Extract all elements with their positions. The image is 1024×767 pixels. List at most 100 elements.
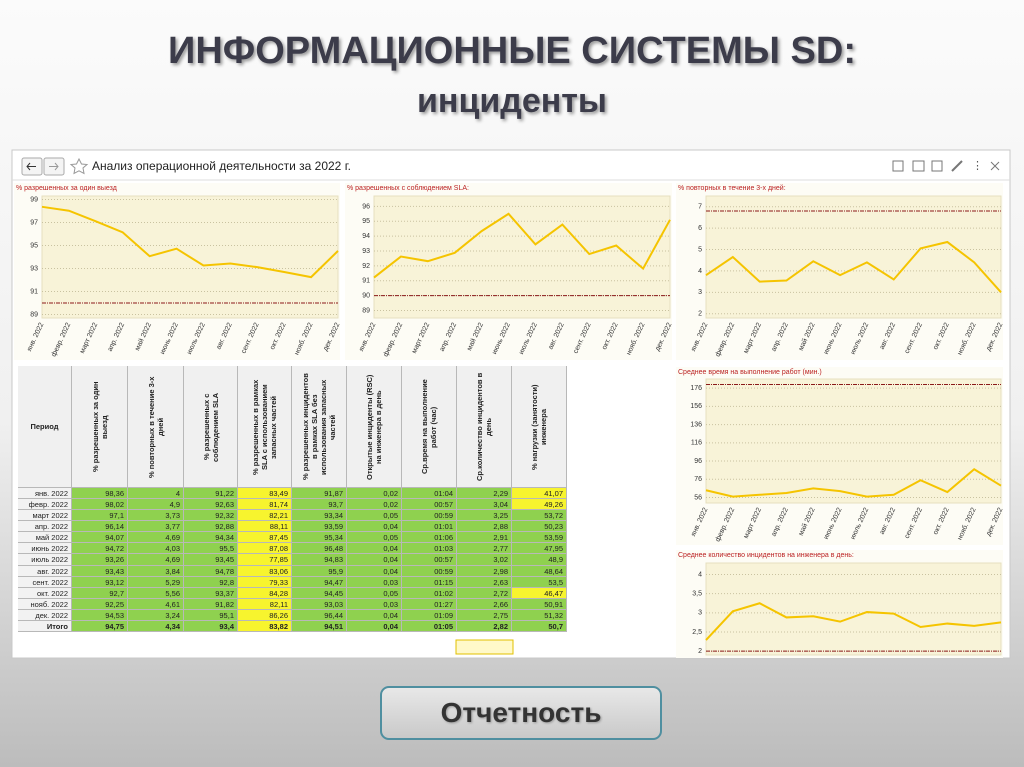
value-cell: 00:57 (402, 499, 457, 511)
y-tick-label: 91 (362, 278, 370, 285)
y-tick-label: 92 (362, 263, 370, 270)
y-tick-label: 95 (30, 242, 38, 249)
period-cell: Итого (18, 620, 72, 632)
value-cell: 79,33 (238, 576, 292, 588)
value-cell: 2,66 (457, 598, 512, 610)
back-icon (26, 162, 36, 171)
value-cell: 96,14 (72, 521, 128, 533)
header-text: % разрешенных в рамках SLA с использован… (251, 378, 278, 475)
slide-subtitle: инциденты (417, 82, 607, 120)
value-cell: 96,44 (292, 609, 347, 621)
value-cell: 2,77 (457, 543, 512, 555)
value-cell: 0,04 (347, 565, 402, 577)
value-cell: 94,47 (292, 576, 347, 588)
value-cell: 2,29 (457, 488, 512, 500)
forward-icon (49, 162, 59, 171)
value-cell: 5,56 (128, 587, 184, 599)
period-cell: янв. 2022 (18, 488, 72, 500)
value-cell: 81,74 (238, 499, 292, 511)
y-tick-label: 56 (694, 494, 702, 501)
plot-area (705, 378, 1002, 504)
y-tick-label: 116 (691, 440, 702, 447)
value-cell: 3,73 (128, 510, 184, 522)
value-cell: 4,69 (128, 532, 184, 544)
y-tick-label: 4 (698, 268, 702, 275)
value-cell: 01:03 (402, 543, 457, 555)
data-line (705, 468, 1002, 498)
value-cell: 77,85 (238, 554, 292, 566)
value-cell: 53,59 (512, 532, 567, 544)
value-cell: 3,24 (128, 609, 184, 621)
preview-icon[interactable] (931, 160, 943, 172)
chart-title: % повторных в течение 3-х дней: (678, 184, 786, 192)
column-header: % нагрузки (занятости) инженера (512, 366, 567, 488)
value-cell: 93,26 (72, 554, 128, 566)
value-cell: 83,06 (238, 565, 292, 577)
column-header: % разрешенных с соблюдением SLA (184, 366, 238, 488)
header-text: % повторных в течение 3-х дней (146, 375, 165, 478)
period-cell: окт. 2022 (18, 587, 72, 599)
print-icon[interactable] (912, 160, 925, 172)
close-icon[interactable] (990, 161, 1000, 171)
y-tick-label: 176 (690, 385, 702, 392)
value-cell: 94,78 (184, 565, 238, 577)
value-cell: 0,03 (347, 576, 402, 588)
value-cell: 94,34 (184, 532, 238, 544)
value-cell: 83,82 (238, 620, 292, 632)
y-tick-label: 3,5 (692, 591, 702, 598)
value-cell: 0,04 (347, 609, 402, 621)
value-cell: 2,98 (457, 565, 512, 577)
value-cell: 4,9 (128, 499, 184, 511)
chart-title: % разрешенных за один выезд (16, 185, 117, 192)
value-cell: 82,21 (238, 510, 292, 522)
value-cell: 94,45 (292, 587, 347, 599)
value-cell: 93,43 (72, 565, 128, 577)
input-cell[interactable] (455, 639, 514, 655)
value-cell: 94,53 (72, 609, 128, 621)
y-tick-label: 89 (30, 311, 38, 318)
value-cell: 92,63 (184, 499, 238, 511)
link-icon[interactable] (951, 160, 963, 172)
value-cell: 82,11 (238, 598, 292, 610)
value-cell: 4,34 (128, 620, 184, 632)
value-cell: 91,82 (184, 598, 238, 610)
value-cell: 5,29 (128, 576, 184, 588)
more-icon[interactable]: ⋮ (972, 160, 983, 172)
value-cell: 50,91 (512, 598, 567, 610)
value-cell: 0,05 (347, 532, 402, 544)
favorite-icon[interactable] (69, 157, 89, 175)
value-cell: 3,84 (128, 565, 184, 577)
value-cell: 96,48 (292, 543, 347, 555)
y-tick-label: 94 (362, 233, 370, 240)
value-cell: 49,26 (512, 499, 567, 511)
value-cell: 93,59 (292, 521, 347, 533)
value-cell: 95,34 (292, 532, 347, 544)
value-cell: 94,83 (292, 554, 347, 566)
period-cell: февр. 2022 (18, 499, 72, 511)
header-text: Ср.время на выполнение работ (час) (420, 379, 438, 474)
value-cell: 53,72 (512, 510, 567, 522)
header-text: % разрешенных с соблюдением SLA (201, 391, 220, 462)
value-cell: 92,88 (184, 521, 238, 533)
value-cell: 00:57 (402, 554, 457, 566)
value-cell: 3,04 (457, 499, 512, 511)
period-cell: июнь 2022 (18, 543, 72, 555)
period-cell: сент. 2022 (18, 576, 72, 588)
value-cell: 0,03 (347, 598, 402, 610)
value-cell: 94,07 (72, 532, 128, 544)
y-tick-label: 90 (362, 293, 370, 300)
value-cell: 2,82 (457, 620, 512, 632)
value-cell: 01:06 (402, 532, 457, 544)
save-icon[interactable] (892, 160, 904, 172)
value-cell: 4 (128, 488, 184, 500)
value-cell: 01:02 (402, 587, 457, 599)
y-tick-label: 91 (30, 288, 38, 295)
report-button[interactable]: Отчетность (380, 686, 662, 740)
header-text: Ср.количество инцидентов в день (475, 372, 493, 481)
data-line (41, 205, 339, 279)
value-cell: 46,47 (512, 587, 567, 599)
value-cell: 01:01 (402, 521, 457, 533)
value-cell: 0,02 (347, 488, 402, 500)
plot-area (705, 562, 1002, 656)
